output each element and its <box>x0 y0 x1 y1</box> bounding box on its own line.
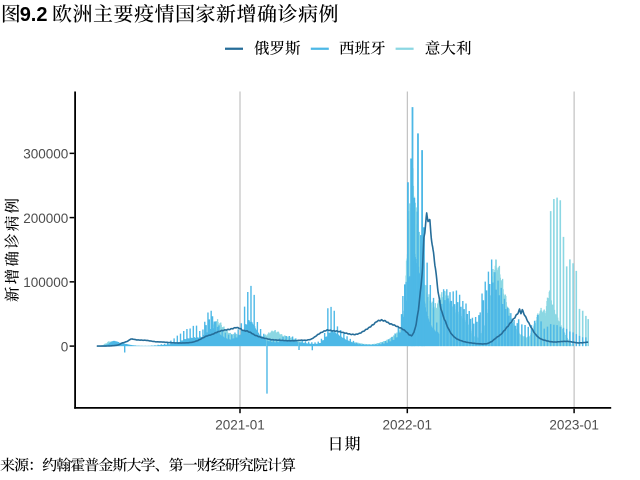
svg-text:100000: 100000 <box>23 275 68 290</box>
svg-text:2021-01: 2021-01 <box>215 418 265 433</box>
svg-text:0: 0 <box>61 339 69 354</box>
svg-text:200000: 200000 <box>23 211 68 226</box>
svg-text:9.2: 9.2 <box>20 4 48 26</box>
svg-text:2022-01: 2022-01 <box>383 418 433 433</box>
svg-text:300000: 300000 <box>23 147 68 162</box>
svg-text:2023-01: 2023-01 <box>549 418 599 433</box>
